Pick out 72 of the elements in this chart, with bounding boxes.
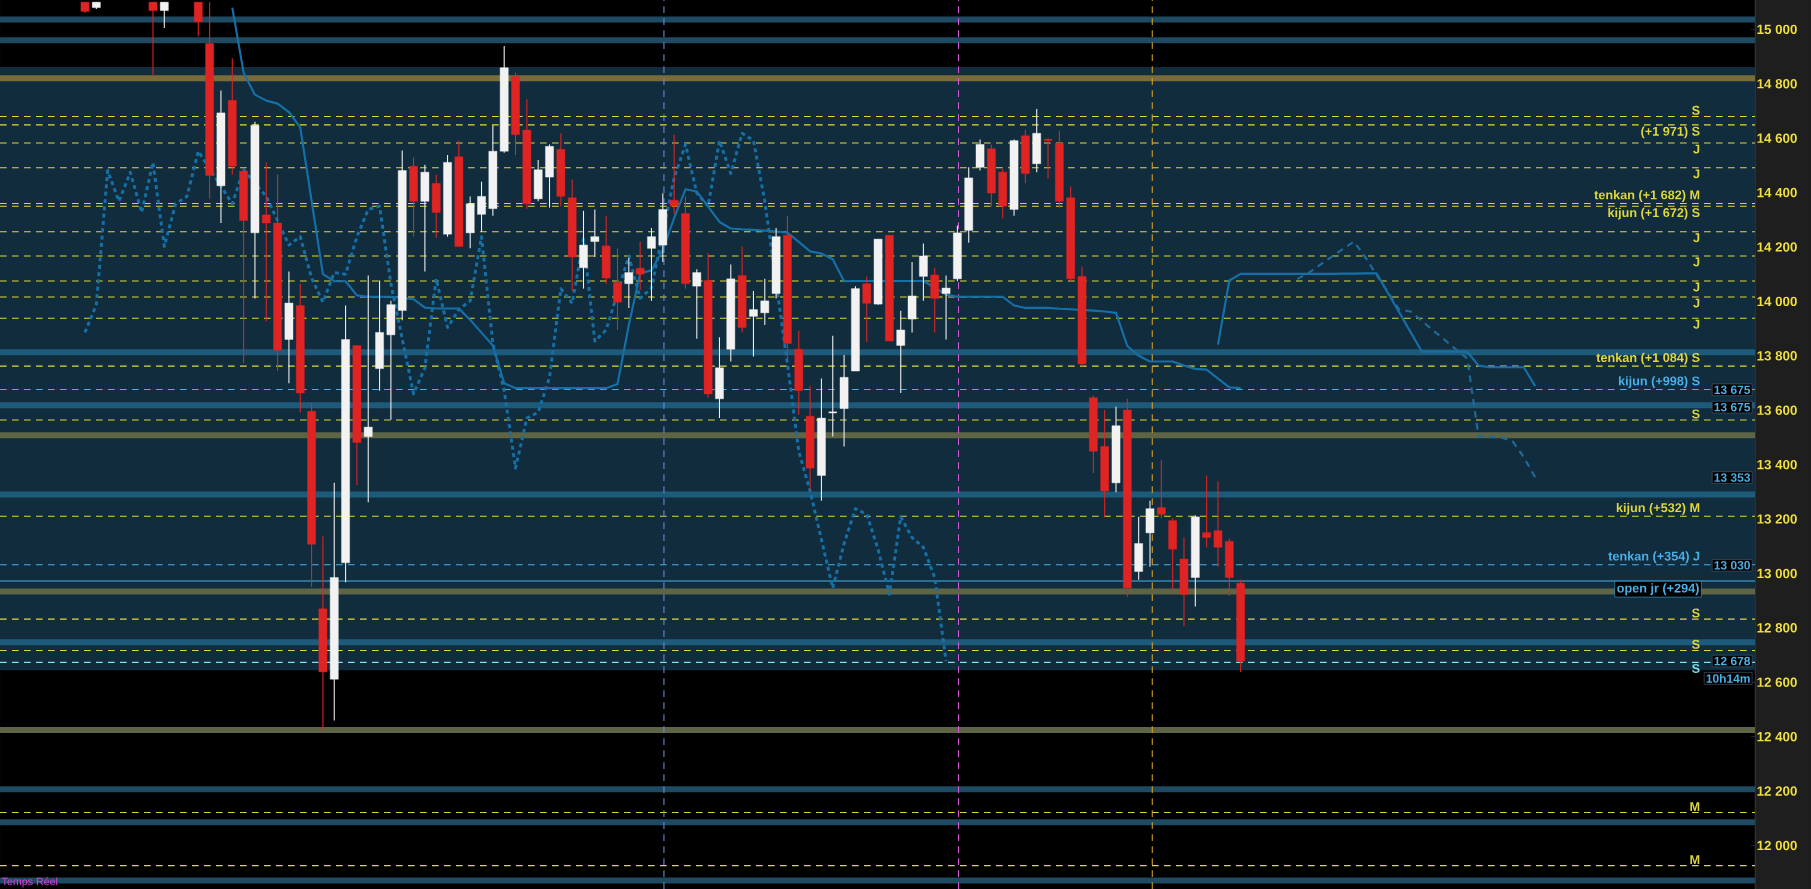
ref-line-label: S: [1691, 409, 1700, 419]
text: Temps Réel: [1, 877, 58, 888]
candlestick: [148, 1, 158, 76]
y-tick-label: 12 000: [1757, 840, 1797, 851]
ref-line-label: tenkan (+1 682) M: [1594, 190, 1700, 202]
ref-line-label: kijun (+998) S: [1618, 376, 1700, 388]
annotation: 10h14m: [1706, 673, 1750, 683]
candlestick: [1043, 137, 1053, 179]
ref-line-label: kijun (+1 672) S: [1608, 207, 1700, 220]
ref-line-label: M: [1690, 802, 1700, 811]
candlestick: [862, 275, 872, 343]
candlestick: [692, 268, 702, 340]
candlestick: [896, 310, 906, 394]
candlestick: [930, 267, 940, 333]
y-tick-label: 12 200: [1757, 786, 1797, 796]
ref-line-label: tenkan (+354) J: [1608, 551, 1700, 564]
ref-line-label: J: [1693, 282, 1700, 292]
ref-line-label: J: [1693, 319, 1700, 329]
y-tick-label: 12 400: [1757, 731, 1797, 742]
candlestick: [1213, 480, 1223, 568]
ref-line-label: M: [1690, 855, 1700, 864]
candlestick: [579, 210, 588, 290]
ref-line-label: tenkan (+1 084) S: [1596, 352, 1700, 365]
y-tick-label: 13 600: [1757, 405, 1797, 415]
candlestick: [907, 261, 917, 333]
candlestick: [975, 139, 985, 172]
ref-line-label: J: [1693, 257, 1700, 267]
candlestick: [261, 161, 271, 322]
ref-line-label: kijun (+532) M: [1616, 502, 1700, 515]
candlestick: [760, 278, 770, 326]
y-tick-label: 14 000: [1757, 296, 1797, 307]
y-tick-label: 13 200: [1757, 514, 1797, 524]
candlestick: [669, 134, 679, 215]
ref-line-label: open jr (+294): [1617, 583, 1699, 596]
candlestick: [590, 208, 600, 258]
y-tick-label: 13 800: [1757, 351, 1797, 361]
text: 13 353: [1714, 473, 1751, 482]
candlestick: [624, 257, 634, 309]
y-tick-label: 13 400: [1757, 459, 1797, 470]
y-tick-label: 14 600: [1757, 133, 1797, 143]
ref-line-label: J: [1693, 298, 1700, 308]
ref-line-label: S: [1691, 608, 1700, 618]
annotation: 13 030: [1714, 561, 1750, 570]
ref-line-label: S: [1691, 639, 1700, 649]
candlestick: [635, 241, 645, 291]
ref-line-label: J: [1693, 233, 1700, 243]
y-tick-label: 14 400: [1757, 187, 1797, 198]
candlestick: [477, 181, 486, 233]
ref-line-label: S: [1691, 105, 1700, 115]
y-tick-label: 12 800: [1757, 623, 1797, 633]
ref-line-label: J: [1693, 169, 1700, 179]
y-tick-label: 14 800: [1757, 79, 1797, 89]
annotation: 12 678: [1714, 656, 1751, 666]
y-tick-label: 13 000: [1757, 568, 1797, 579]
candlestick: [194, 1, 203, 37]
ref-line-label: S: [1691, 663, 1700, 673]
candlestick: [363, 275, 373, 503]
y-tick-label: 15 000: [1757, 24, 1797, 35]
candlestick: [1202, 474, 1211, 548]
candlestick: [941, 275, 951, 341]
ref-line-label: J: [1693, 144, 1700, 154]
candlestick: [919, 242, 928, 302]
candlestick: [749, 290, 758, 358]
y-tick-label: 14 200: [1757, 242, 1797, 252]
candlestick: [647, 227, 656, 302]
annotation: 13 675: [1714, 402, 1751, 412]
candlestick: [160, 1, 169, 29]
y-tick-label: 12 600: [1757, 677, 1797, 687]
candlestick: [613, 247, 622, 331]
annotation: 13 675: [1714, 385, 1751, 395]
ref-line-label: (+1 971) S: [1641, 126, 1700, 139]
candlestick: [1157, 459, 1166, 519]
